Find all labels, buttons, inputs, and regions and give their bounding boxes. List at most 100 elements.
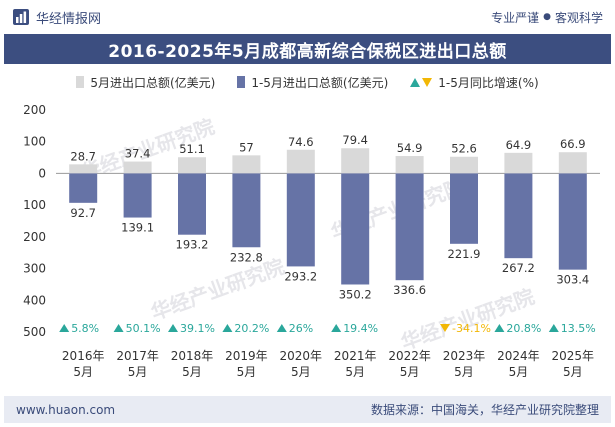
x-tick-label-month: 5月 — [291, 365, 311, 379]
data-label-monthly: 54.9 — [397, 141, 423, 155]
data-label-growth: 20.2% — [234, 322, 269, 335]
growth-up-marker — [113, 324, 124, 332]
y-tick-label: 100 — [23, 198, 46, 212]
bar-cumulative — [341, 173, 370, 285]
footer-source: 数据来源：中国海关，华经产业研究院整理 — [370, 403, 599, 417]
tagline-left: 专业严谨 — [491, 10, 540, 25]
legend-item-cumulative: 1-5月进出口总额(亿美元) — [237, 74, 388, 91]
x-tick-label-month: 5月 — [563, 365, 583, 379]
legend-item-growth: 1-5月同比增速(%) — [410, 74, 539, 91]
growth-up-marker — [276, 324, 287, 332]
data-label-cumulative: 293.2 — [284, 269, 317, 283]
y-tick-label: 100 — [23, 135, 46, 149]
x-tick-label-month: 5月 — [237, 365, 257, 379]
x-tick-label-year: 2024年 — [497, 349, 540, 363]
bar-monthly — [232, 155, 261, 174]
data-label-monthly: 74.6 — [288, 135, 314, 149]
bar-monthly — [504, 152, 533, 174]
data-label-growth: 13.5% — [561, 322, 596, 335]
data-label-monthly: 66.9 — [560, 137, 586, 151]
growth-up-marker — [168, 324, 178, 332]
data-label-cumulative: 303.4 — [556, 273, 589, 287]
x-tick-label-month: 5月 — [454, 365, 474, 379]
top-bar: 华经情报网 专业严谨 ● 客观科学 — [0, 0, 615, 34]
x-tick-label-year: 2019年 — [225, 349, 268, 363]
bar-cumulative — [123, 173, 152, 218]
x-tick-label-year: 2017年 — [116, 349, 159, 363]
y-tick-label: 300 — [23, 262, 46, 276]
bar-monthly — [123, 161, 152, 174]
legend-swatch-cumulative — [237, 76, 246, 88]
watermark-text: 华经产业研究院 — [148, 254, 288, 324]
data-label-monthly: 64.9 — [506, 138, 532, 152]
triangle-up-icon — [410, 77, 421, 87]
y-tick-label: 0 — [38, 166, 46, 180]
data-label-monthly: 51.1 — [179, 142, 205, 156]
legend-item-monthly: 5月进出口总额(亿美元) — [76, 74, 215, 91]
bar-monthly — [558, 152, 587, 174]
data-label-cumulative: 92.7 — [70, 206, 96, 220]
data-label-monthly: 79.4 — [342, 133, 368, 147]
bar-monthly — [69, 164, 98, 174]
x-tick-label-year: 2022年 — [388, 349, 431, 363]
growth-down-marker — [440, 324, 450, 332]
data-label-growth: 50.1% — [126, 322, 161, 335]
growth-up-marker — [59, 324, 70, 332]
data-label-cumulative: 336.6 — [393, 283, 426, 297]
y-tick-label: 200 — [23, 230, 46, 244]
data-label-growth: 39.1% — [180, 322, 215, 335]
data-label-cumulative: 232.8 — [230, 250, 263, 264]
data-label-monthly: 52.6 — [451, 142, 477, 156]
x-tick-label-month: 5月 — [182, 365, 202, 379]
y-tick-label: 500 — [23, 325, 46, 339]
brand[interactable]: 华经情报网 — [12, 8, 101, 27]
legend-label-growth: 1-5月同比增速(%) — [438, 75, 539, 90]
chart-title-bar: 2016-2025年5月成都高新综合保税区进出口总额 — [4, 34, 611, 64]
data-label-monthly: 28.7 — [70, 149, 96, 163]
data-label-cumulative: 139.1 — [121, 221, 154, 235]
bar-cumulative — [286, 173, 315, 267]
x-tick-label-month: 5月 — [73, 365, 93, 379]
legend: 5月进出口总额(亿美元) 1-5月进出口总额(亿美元) 1-5月同比增速(%) — [0, 70, 615, 94]
x-tick-label-month: 5月 — [345, 365, 365, 379]
data-label-growth: 26% — [289, 322, 313, 335]
legend-swatch-monthly — [76, 76, 85, 88]
x-tick-label-year: 2023年 — [443, 349, 486, 363]
bar-monthly — [178, 157, 206, 174]
dot-icon: ● — [543, 12, 551, 22]
bar-monthly — [286, 149, 315, 174]
bar-cumulative — [178, 173, 206, 235]
data-label-growth: 5.8% — [71, 322, 99, 335]
chart-plot: 华经产业研究院华经产业研究院华经产业研究院华经产业研究院200100010020… — [23, 103, 600, 379]
x-tick-label-year: 2016年 — [62, 349, 105, 363]
x-tick-label-month: 5月 — [400, 365, 420, 379]
x-tick-label-month: 5月 — [509, 365, 529, 379]
triangle-down-icon — [422, 77, 433, 87]
growth-up-marker — [548, 324, 559, 332]
x-tick-label-year: 2025年 — [552, 349, 595, 363]
bar-cumulative — [450, 173, 478, 244]
footer-website[interactable]: www.huaon.com — [16, 402, 116, 417]
data-label-growth: 19.4% — [343, 322, 378, 335]
growth-up-marker — [222, 324, 233, 332]
data-label-cumulative: 193.2 — [176, 238, 209, 252]
chart-title: 2016-2025年5月成都高新综合保税区进出口总额 — [108, 41, 507, 62]
legend-label-monthly: 5月进出口总额(亿美元) — [90, 75, 216, 90]
y-tick-label: 400 — [23, 293, 46, 307]
data-label-cumulative: 350.2 — [339, 287, 372, 301]
data-label-monthly: 57 — [239, 140, 254, 154]
tagline: 专业严谨 ● 客观科学 — [491, 9, 603, 26]
growth-up-marker — [331, 324, 342, 332]
bar-monthly — [395, 156, 424, 174]
bar-monthly — [450, 156, 478, 174]
x-tick-label-year: 2020年 — [280, 349, 323, 363]
data-label-growth: -34.1% — [452, 322, 491, 335]
x-tick-label-year: 2021年 — [334, 349, 377, 363]
bar-cumulative — [232, 173, 261, 248]
y-tick-label: 200 — [23, 103, 46, 117]
brand-logo-icon — [13, 9, 29, 25]
data-label-cumulative: 267.2 — [502, 261, 535, 275]
x-tick-label-year: 2018年 — [171, 349, 214, 363]
x-tick-label-month: 5月 — [128, 365, 148, 379]
brand-name: 华经情报网 — [36, 11, 102, 27]
